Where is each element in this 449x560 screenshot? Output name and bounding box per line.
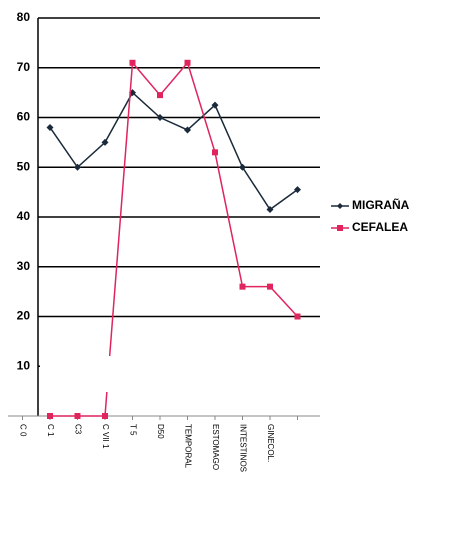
data-point (184, 59, 191, 66)
data-point (212, 149, 218, 156)
x-tick-label: TEMPORAL (183, 424, 192, 469)
data-point (47, 413, 53, 419)
series-line (50, 60, 299, 417)
series-line (49, 91, 298, 211)
x-tick-label: T 5 (128, 424, 137, 436)
legend-box (327, 192, 445, 242)
y-tick-label: 10 (17, 358, 31, 372)
data-point (239, 163, 246, 171)
data-point (74, 413, 81, 419)
data-point (239, 283, 246, 290)
data-point (294, 186, 301, 194)
data-point (294, 313, 301, 320)
data-point (157, 92, 163, 99)
legend-label: MIGRAÑA (352, 197, 410, 212)
y-tick-label: 60 (17, 110, 31, 124)
x-tick-label: INTESTINOS (238, 424, 247, 472)
data-point (102, 413, 108, 419)
y-tick-label: 40 (17, 209, 31, 223)
data-point (266, 206, 274, 214)
data-point (267, 283, 273, 290)
x-tick-label: ESTOMAGO (211, 424, 220, 470)
x-tick-label: GINECOL. (266, 424, 275, 462)
legend-marker (337, 203, 343, 209)
x-tick-label: C 0 (18, 424, 27, 437)
data-point (129, 59, 136, 66)
data-point (184, 126, 191, 134)
x-tick-label: C 1 (46, 424, 55, 437)
y-tick-label: 80 (17, 10, 31, 24)
y-tick-label: 50 (17, 159, 31, 173)
x-tick-label: D50 (156, 424, 165, 439)
data-point (46, 123, 54, 131)
data-point (101, 138, 109, 146)
x-tick-label: C3 (73, 424, 82, 435)
data-point (74, 163, 81, 171)
data-point (211, 101, 219, 109)
legend-marker (337, 225, 343, 231)
data-point (156, 114, 164, 121)
legend-label: CEFALEA (352, 220, 408, 234)
y-tick-label: 20 (17, 309, 31, 323)
x-tick-label: C VII 1 (101, 424, 110, 449)
y-tick-label: 70 (17, 60, 31, 74)
overlay (40, 356, 449, 392)
y-tick-label: 30 (17, 259, 31, 273)
